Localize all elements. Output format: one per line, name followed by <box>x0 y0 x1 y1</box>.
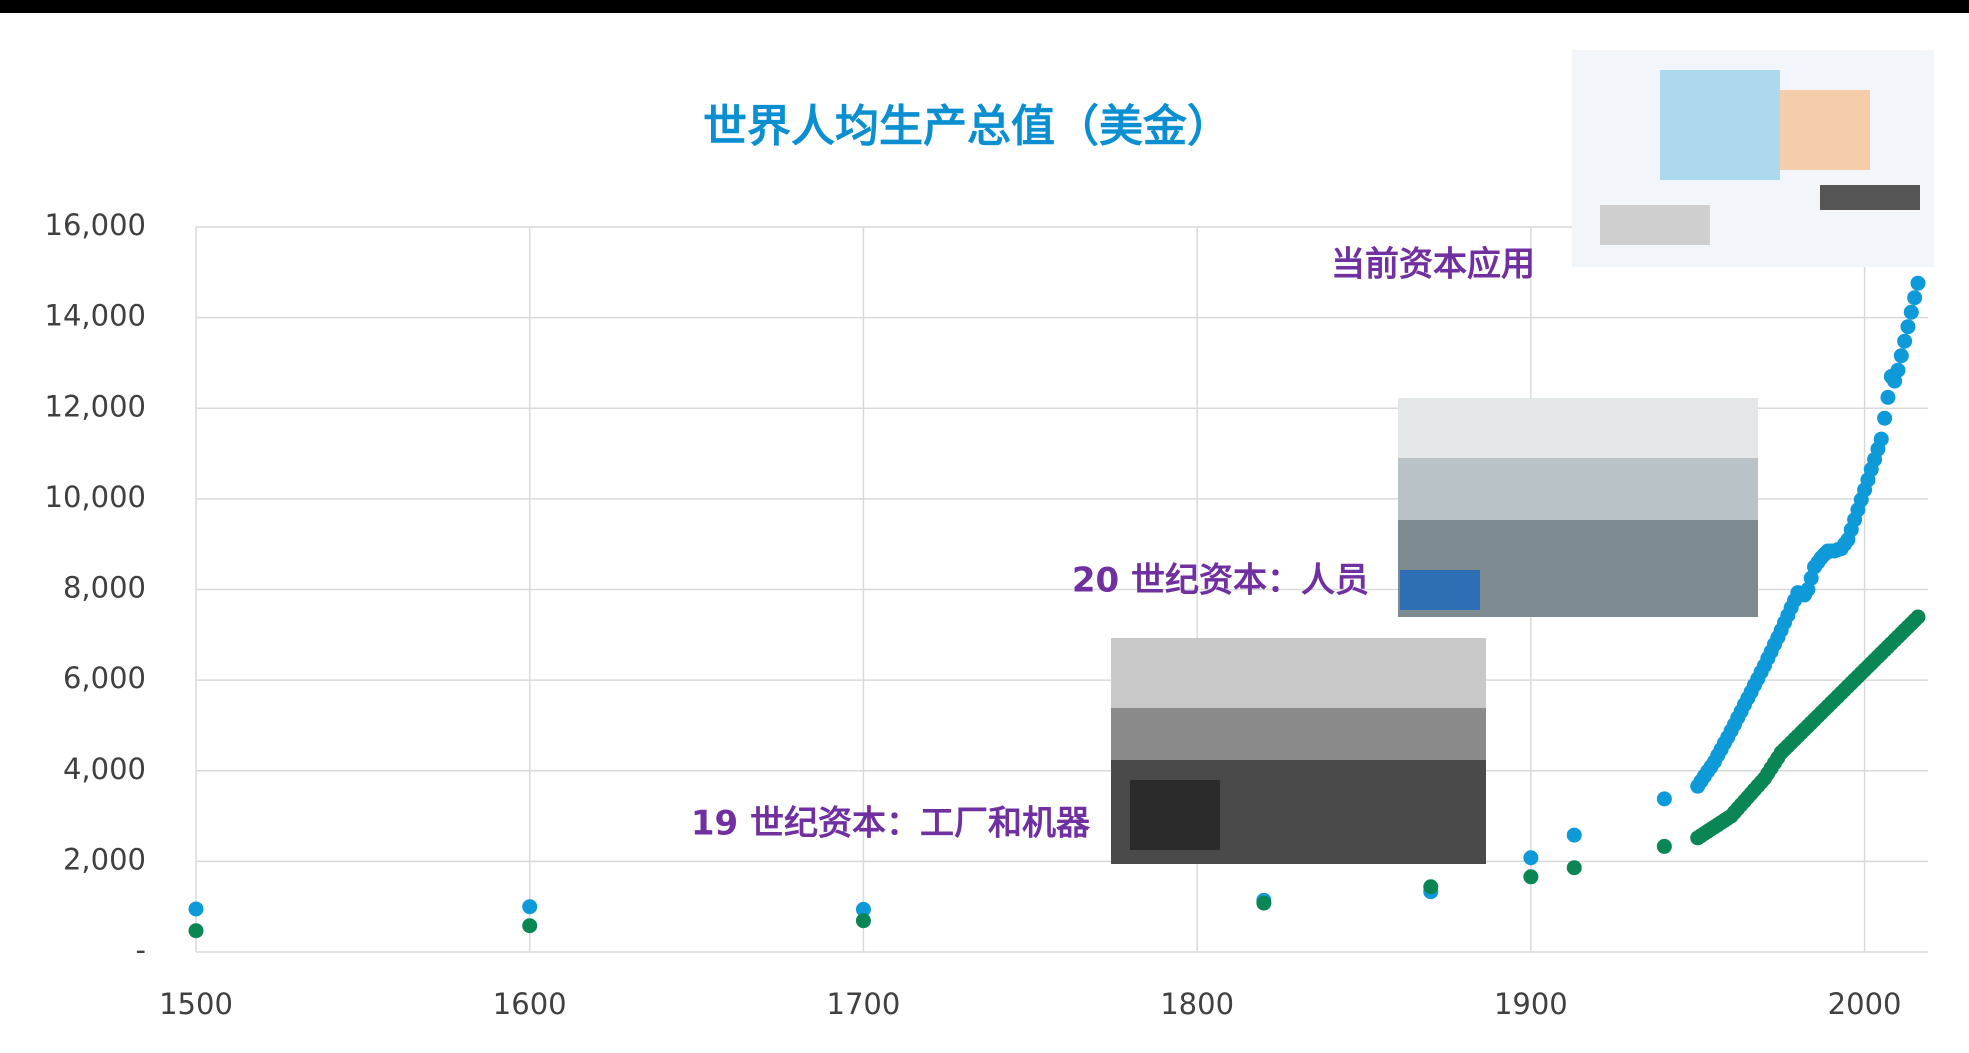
data-point <box>1423 879 1438 894</box>
x-tick-label: 1500 <box>159 987 233 1021</box>
data-point <box>1523 850 1538 865</box>
data-point <box>1890 363 1905 378</box>
data-point <box>1523 869 1538 884</box>
y-tick-label: - <box>136 933 146 967</box>
data-point <box>1256 896 1271 911</box>
data-point <box>1657 839 1672 854</box>
data-point <box>1657 791 1672 806</box>
y-tick-label: 16,000 <box>45 208 146 242</box>
photo-factory <box>1111 638 1486 864</box>
data-point <box>1910 276 1925 291</box>
x-tick-label: 1900 <box>1494 987 1568 1021</box>
data-point <box>856 913 871 928</box>
x-tick-label: 1800 <box>1160 987 1234 1021</box>
y-tick-label: 10,000 <box>45 480 146 514</box>
chart: 世界人均生产总值（美金） 当前资本应用 20 世纪资本：人员 19 世纪资本：工… <box>0 0 1969 1053</box>
data-point <box>189 901 204 916</box>
data-point <box>1877 411 1892 426</box>
annotation: 19 世纪资本：工厂和机器 <box>691 804 1091 844</box>
data-point <box>522 899 537 914</box>
y-tick-label: 4,000 <box>63 752 146 786</box>
x-tick-label: 1700 <box>827 987 901 1021</box>
data-point <box>1904 305 1919 320</box>
page: {"chart_data": {"type": "scatter", "titl… <box>0 0 1969 1053</box>
chart-title: 世界人均生产总值（美金） <box>703 101 1231 152</box>
top-bar <box>0 0 1969 13</box>
x-tick-label: 1600 <box>493 987 567 1021</box>
data-point <box>1907 290 1922 305</box>
data-point <box>1900 319 1915 334</box>
annotation: 当前资本应用 <box>1331 245 1535 285</box>
y-tick-label: 8,000 <box>63 571 146 605</box>
data-point <box>1874 432 1889 447</box>
data-point <box>1894 348 1909 363</box>
photo-apps <box>1572 50 1934 267</box>
x-tick-label: 2000 <box>1828 987 1902 1021</box>
y-tick-label: 6,000 <box>63 661 146 695</box>
data-point <box>1910 610 1925 625</box>
photo-workers <box>1398 398 1758 617</box>
y-tick-label: 2,000 <box>63 842 146 876</box>
annotation: 20 世纪资本：人员 <box>1072 561 1369 601</box>
y-tick-label: 14,000 <box>45 299 146 333</box>
data-point <box>522 918 537 933</box>
data-point <box>189 923 204 938</box>
data-point <box>1567 828 1582 843</box>
data-point <box>1567 860 1582 875</box>
y-tick-label: 12,000 <box>45 389 146 423</box>
data-point <box>1897 334 1912 349</box>
data-point <box>1880 390 1895 405</box>
